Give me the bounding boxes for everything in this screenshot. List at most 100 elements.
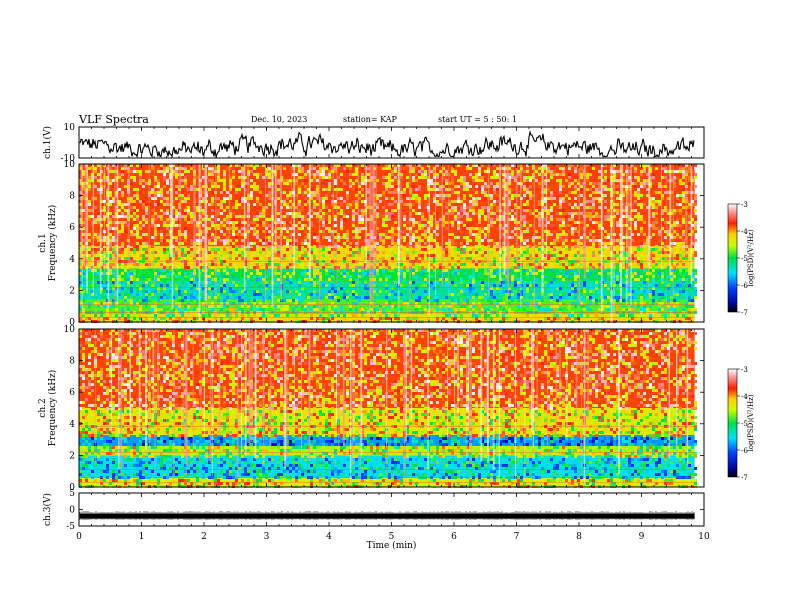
spectral-pixel <box>208 233 211 236</box>
spectral-pixel <box>430 263 433 266</box>
spectral-pixel <box>292 284 295 287</box>
spectral-pixel <box>457 281 460 284</box>
spectral-pixel <box>121 179 124 182</box>
spectral-pixel <box>115 245 118 248</box>
spectral-pixel <box>448 278 451 281</box>
spectral-pixel <box>307 242 310 245</box>
spectral-pixel <box>136 278 139 281</box>
spectral-pixel <box>238 164 241 167</box>
spectral-pixel <box>508 302 511 305</box>
spectral-pixel <box>469 218 472 221</box>
spectral-pixel <box>559 173 562 176</box>
spectral-pixel <box>574 239 577 242</box>
spectral-pixel <box>313 203 316 206</box>
spectral-pixel <box>463 170 466 173</box>
spectral-pixel <box>181 242 184 245</box>
spectral-pixel <box>460 287 463 290</box>
spectral-pixel <box>445 227 448 230</box>
spectral-pixel <box>127 293 130 296</box>
spectral-pixel <box>349 179 352 182</box>
spectral-pixel <box>118 230 121 233</box>
spectral-pixel <box>430 224 433 227</box>
spectral-pixel <box>184 185 187 188</box>
spectral-pixel <box>439 254 442 257</box>
spectral-pixel <box>421 167 424 170</box>
spectral-pixel <box>451 221 454 224</box>
spectral-pixel <box>316 245 319 248</box>
spectral-pixel <box>469 185 472 188</box>
spectral-pixel <box>415 254 418 257</box>
spectral-pixel <box>208 290 211 293</box>
spectral-pixel <box>412 188 415 191</box>
spectral-pixel <box>130 290 133 293</box>
spectral-pixel <box>508 212 511 215</box>
spectral-pixel <box>280 308 283 311</box>
spectral-pixel <box>112 287 115 290</box>
spectral-pixel <box>424 221 427 224</box>
spectral-pixel <box>391 269 394 272</box>
spectral-pixel <box>466 188 469 191</box>
spectral-pixel <box>241 179 244 182</box>
spectral-pixel <box>226 218 229 221</box>
spectral-pixel <box>337 233 340 236</box>
spectral-pixel <box>490 293 493 296</box>
spectral-pixel <box>163 212 166 215</box>
spectral-pixel <box>118 188 121 191</box>
spectral-pixel <box>469 176 472 179</box>
spectral-pixel <box>439 194 442 197</box>
spectral-pixel <box>184 170 187 173</box>
spectral-pixel <box>241 278 244 281</box>
spectral-pixel <box>400 314 403 317</box>
spectral-pixel <box>91 284 94 287</box>
spectral-pixel <box>250 194 253 197</box>
spectral-pixel <box>259 293 262 296</box>
spectral-pixel <box>154 227 157 230</box>
spectral-pixel <box>484 215 487 218</box>
spectral-pixel <box>451 296 454 299</box>
spectral-pixel <box>496 275 499 278</box>
spectral-pixel <box>403 191 406 194</box>
spectral-pixel <box>118 182 121 185</box>
spectral-pixel <box>250 272 253 275</box>
spectral-pixel <box>559 251 562 254</box>
spectral-pixel <box>337 245 340 248</box>
spectral-pixel <box>373 281 376 284</box>
spectral-pixel <box>490 239 493 242</box>
spectral-pixel <box>520 269 523 272</box>
spectral-pixel <box>295 293 298 296</box>
spectral-pixel <box>388 173 391 176</box>
spectral-pixel <box>82 317 85 320</box>
spectral-pixel <box>490 224 493 227</box>
spectral-pixel <box>295 200 298 203</box>
spectral-pixel <box>538 287 541 290</box>
spectral-pixel <box>223 194 226 197</box>
spectral-pixel <box>286 281 289 284</box>
spectral-pixel <box>529 194 532 197</box>
spectral-pixel <box>556 284 559 287</box>
spectral-pixel <box>235 194 238 197</box>
spectral-pixel <box>211 203 214 206</box>
spectral-pixel <box>484 197 487 200</box>
spectral-pixel <box>385 176 388 179</box>
spectral-pixel <box>565 224 568 227</box>
spectral-pixel <box>136 242 139 245</box>
spectral-pixel <box>154 278 157 281</box>
spectral-pixel <box>505 266 508 269</box>
spectral-pixel <box>523 239 526 242</box>
spectral-pixel <box>202 206 205 209</box>
spectral-pixel <box>421 266 424 269</box>
spectral-pixel <box>259 206 262 209</box>
spectral-pixel <box>244 218 247 221</box>
spectral-pixel <box>160 305 163 308</box>
spectral-pixel <box>277 290 280 293</box>
spectral-pixel <box>145 263 148 266</box>
spectral-pixel <box>529 224 532 227</box>
spectral-pixel <box>478 290 481 293</box>
spectral-pixel <box>133 299 136 302</box>
spectral-pixel <box>229 284 232 287</box>
spectral-pixel <box>166 203 169 206</box>
spectral-pixel <box>184 212 187 215</box>
spectral-pixel <box>472 296 475 299</box>
spectral-pixel <box>295 299 298 302</box>
spectral-pixel <box>355 308 358 311</box>
